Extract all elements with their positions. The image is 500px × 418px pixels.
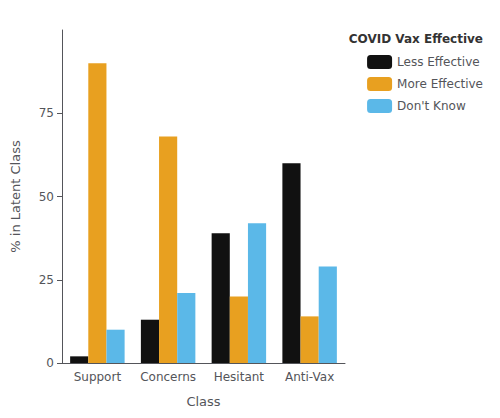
svg-text:Less Effective: Less Effective [397,55,480,69]
svg-text:50: 50 [39,190,54,204]
svg-text:Class: Class [186,394,220,409]
svg-text:25: 25 [39,273,54,287]
svg-text:Anti-Vax: Anti-Vax [285,370,334,384]
svg-text:COVID Vax Effective: COVID Vax Effective [349,32,483,46]
svg-text:0: 0 [46,356,54,370]
svg-text:More Effective: More Effective [397,77,483,91]
svg-text:75: 75 [39,106,54,120]
svg-text:Concerns: Concerns [140,370,196,384]
svg-text:Support: Support [74,370,122,384]
svg-text:Hesitant: Hesitant [214,370,265,384]
svg-text:Don't Know: Don't Know [397,99,466,113]
svg-text:% in Latent Class: % in Latent Class [8,140,23,253]
